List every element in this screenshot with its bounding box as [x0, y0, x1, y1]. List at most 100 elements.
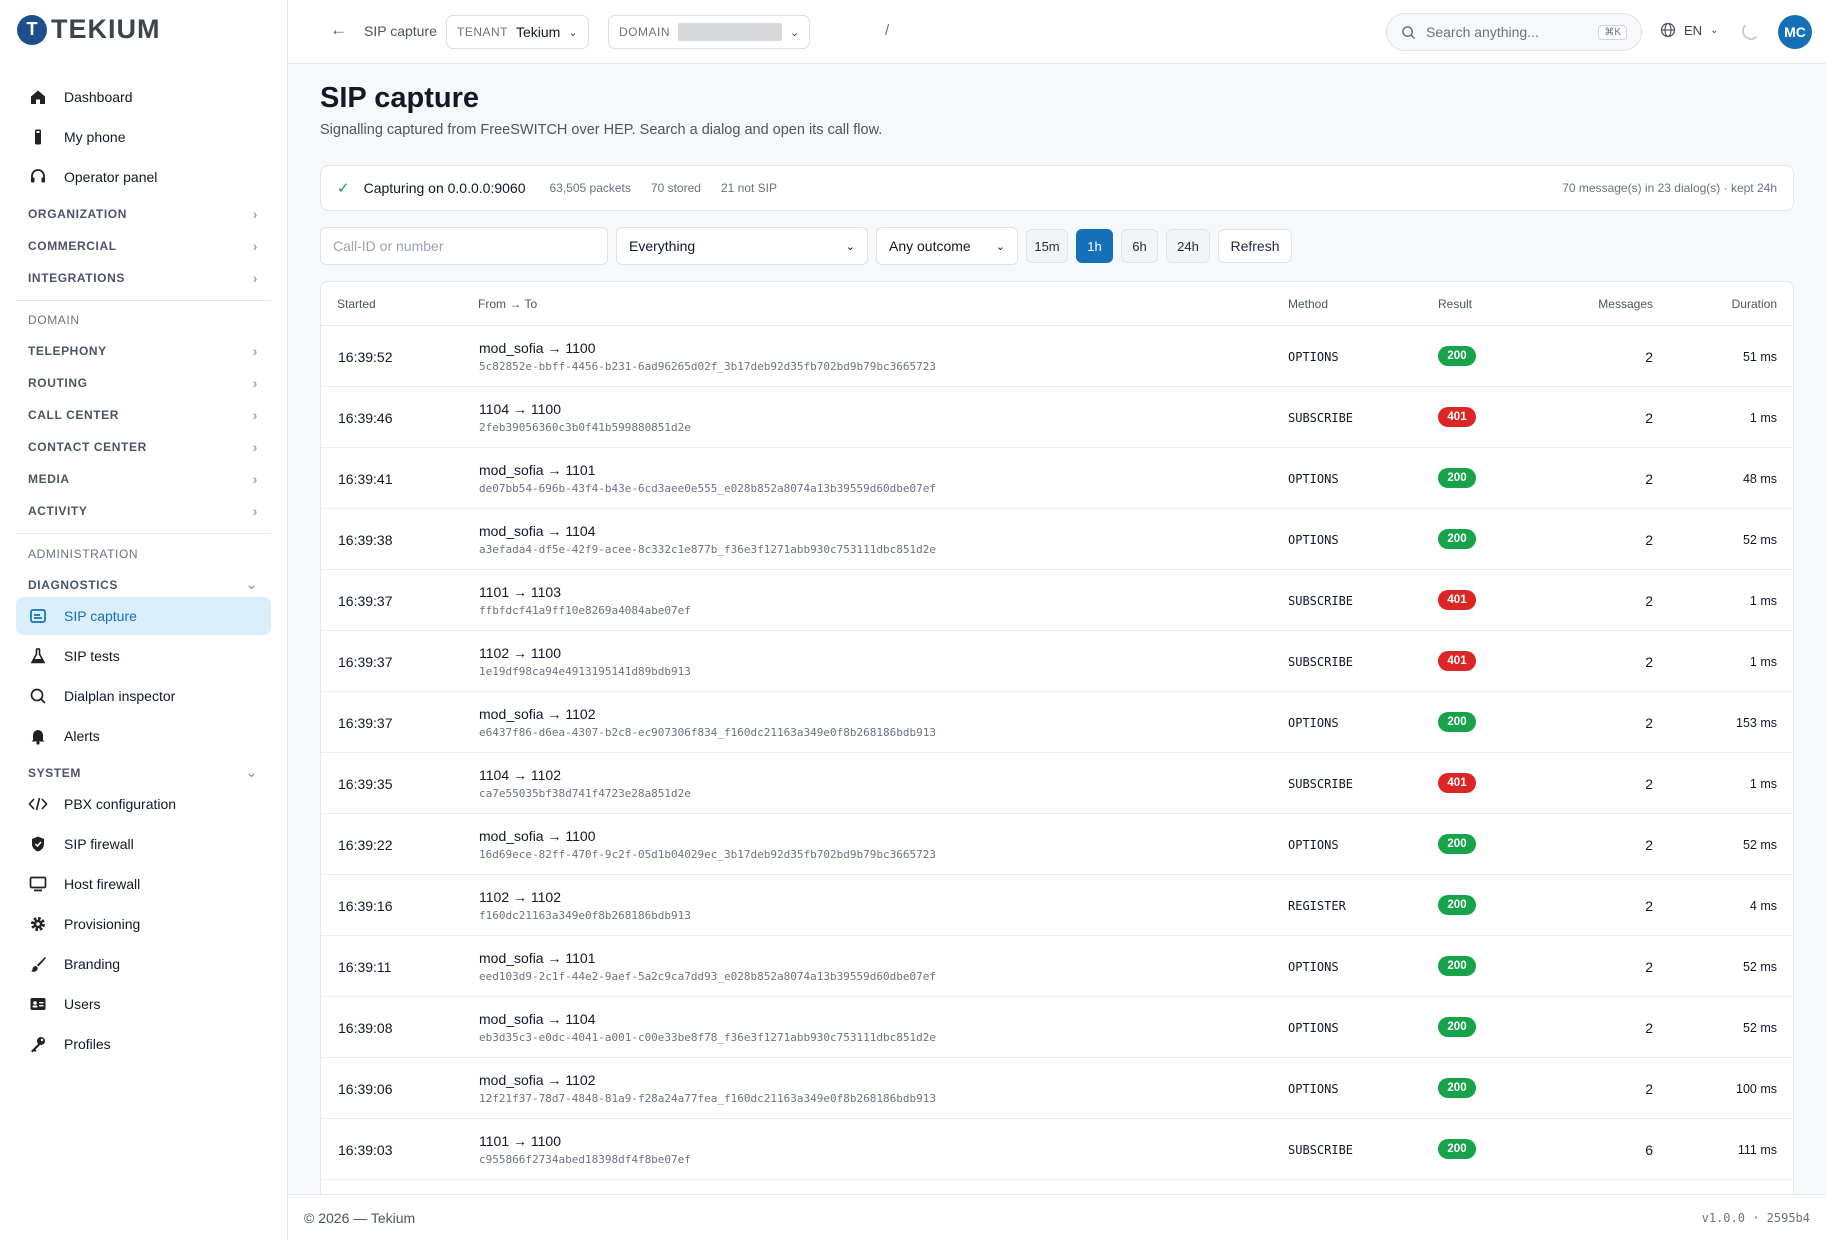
brand-logo[interactable]: T TEKIUM — [17, 14, 161, 45]
sidebar-item-dialplan-inspector[interactable]: Dialplan inspector — [16, 677, 271, 715]
table-row[interactable]: 16:39:35 1104 → 1102 ca7e55035bf38d741f472… — [321, 753, 1793, 814]
sidebar-section-routing[interactable]: ROUTING › — [28, 375, 258, 391]
row-duration: 4 ms — [1749, 899, 1777, 913]
sidebar-section-integrations[interactable]: INTEGRATIONS › — [28, 270, 258, 286]
col-from-to[interactable]: From → To — [478, 297, 538, 311]
capture-summary: 70 message(s) in 23 dialog(s) · kept 24h — [1562, 181, 1777, 195]
row-messages: 2 — [1645, 593, 1653, 609]
range-1h-button[interactable]: 1h — [1076, 229, 1113, 263]
status-badge: 200 — [1438, 1017, 1476, 1037]
sidebar-item-label: Host firewall — [64, 876, 141, 892]
loading-spinner-icon — [1742, 22, 1760, 40]
table-row[interactable]: 16:39:46 1104 → 1100 2feb39056360c3b0f41b5… — [321, 387, 1793, 448]
sidebar-item-sip-firewall[interactable]: SIP firewall — [16, 825, 271, 863]
table-row[interactable]: 16:39:41 mod_sofia → 1101 de07bb54-696b-43… — [321, 448, 1793, 509]
sidebar-item-label: Dialplan inspector — [64, 688, 176, 704]
breadcrumb[interactable]: SIP capture — [364, 23, 437, 39]
table-row[interactable]: 16:39:06 mod_sofia → 1102 12f21f37-78d7-48… — [321, 1058, 1793, 1119]
row-started: 16:39:37 — [338, 593, 393, 609]
shield-icon — [28, 835, 48, 853]
sidebar-section-contact-center[interactable]: CONTACT CENTER › — [28, 439, 258, 455]
table-row[interactable]: 16:39:38 mod_sofia → 1104 a3efada4-df5e-42… — [321, 509, 1793, 570]
sidebar-section-system[interactable]: SYSTEM ⌄ — [28, 764, 258, 781]
sidebar-item-operator-panel[interactable]: Operator panel — [16, 158, 271, 196]
sidebar-item-users[interactable]: Users — [16, 985, 271, 1023]
row-started: 16:39:37 — [338, 715, 393, 731]
outcome-select[interactable]: Any outcome ⌄ — [876, 227, 1018, 265]
table-row[interactable]: 16:39:22 mod_sofia → 1100 16d69ece-82ff-47… — [321, 814, 1793, 875]
table-row[interactable]: 16:39:37 1101 → 1103 ffbfdcf41a9ff10e8269a… — [321, 570, 1793, 631]
range-6h-button[interactable]: 6h — [1121, 229, 1158, 263]
table-row[interactable]: 16:39:52 mod_sofia → 1100 5c82852e-bbff-44… — [321, 326, 1793, 387]
sidebar-item-label: SIP tests — [64, 648, 120, 664]
back-arrow-icon[interactable]: ← — [330, 20, 347, 39]
sidebar-item-sip-capture[interactable]: SIP capture — [16, 597, 271, 635]
sidebar-section-activity[interactable]: ACTIVITY › — [28, 503, 258, 519]
domain-selector[interactable]: DOMAIN ⌄ — [608, 15, 811, 49]
sidebar-item-branding[interactable]: Branding — [16, 945, 271, 983]
global-search[interactable]: Search anything... ⌘K — [1386, 13, 1642, 51]
col-messages[interactable]: Messages — [1598, 297, 1653, 311]
section-label: INTEGRATIONS — [28, 271, 125, 285]
range-24h-button[interactable]: 24h — [1166, 229, 1210, 263]
sidebar-section-media[interactable]: MEDIA › — [28, 471, 258, 487]
row-method: SUBSCRIBE — [1288, 594, 1354, 608]
sidebar-section-organization[interactable]: ORGANIZATION › — [28, 206, 258, 222]
table-row[interactable]: 16:39:08 mod_sofia → 1104 eb3d35c3-e0dc-40… — [321, 997, 1793, 1058]
search-icon — [1402, 25, 1416, 39]
col-started[interactable]: Started — [337, 297, 376, 311]
col-method[interactable]: Method — [1288, 297, 1329, 311]
section-label: DIAGNOSTICS — [28, 577, 118, 592]
chevron-down-icon: ⌄ — [245, 764, 258, 780]
chevron-right-icon: › — [252, 375, 258, 391]
group-label-administration: ADMINISTRATION — [28, 547, 139, 561]
sidebar-item-host-firewall[interactable]: Host firewall — [16, 865, 271, 903]
row-messages: 2 — [1645, 349, 1653, 365]
sidebar-section-call-center[interactable]: CALL CENTER › — [28, 407, 258, 423]
callid-search-input[interactable] — [320, 227, 608, 265]
section-label: CONTACT CENTER — [28, 440, 147, 454]
table-row[interactable]: 16:39:37 mod_sofia → 1102 e6437f86-d6ea-43… — [321, 692, 1793, 753]
avatar[interactable]: MC — [1778, 15, 1812, 49]
chevron-down-icon: ⌄ — [790, 26, 800, 39]
sidebar-item-label: Alerts — [64, 728, 100, 744]
sidebar-item-pbx-configuration[interactable]: PBX configuration — [16, 785, 271, 823]
sidebar-item-profiles[interactable]: Profiles — [16, 1025, 271, 1063]
table-row[interactable]: 16:39:37 1102 → 1100 1e19df98ca94e49131951… — [321, 631, 1793, 692]
sidebar-section-diagnostics[interactable]: DIAGNOSTICS ⌄ — [28, 576, 258, 593]
dialog-table: Started From → To Method Result Messages… — [320, 281, 1794, 1194]
capture-icon — [28, 607, 48, 625]
section-label: COMMERCIAL — [28, 239, 117, 253]
col-result[interactable]: Result — [1438, 297, 1473, 311]
not-sip-count: 21 not SIP — [720, 181, 777, 195]
col-duration[interactable]: Duration — [1731, 297, 1777, 311]
chevron-down-icon: ⌄ — [245, 576, 258, 592]
domain-redacted-value — [678, 23, 782, 41]
row-method: SUBSCRIBE — [1288, 1143, 1354, 1157]
sidebar-item-label: Dashboard — [64, 89, 133, 105]
table-row[interactable]: 16:39:11 mod_sofia → 1101 eed103d9-2c1f-44… — [321, 936, 1793, 997]
row-started: 16:39:22 — [338, 837, 393, 853]
sidebar-section-telephony[interactable]: TELEPHONY › — [28, 343, 258, 359]
type-select[interactable]: Everything ⌄ — [616, 227, 868, 265]
top-bar: ← SIP capture TENANT Tekium ⌄ / DOMAIN ⌄… — [288, 0, 1826, 64]
sidebar-item-sip-tests[interactable]: SIP tests — [16, 637, 271, 675]
refresh-button[interactable]: Refresh — [1218, 229, 1292, 263]
sidebar-item-dashboard[interactable]: Dashboard — [16, 78, 271, 116]
sidebar-section-commercial[interactable]: COMMERCIAL › — [28, 238, 258, 254]
tenant-selector[interactable]: TENANT Tekium ⌄ — [446, 15, 589, 49]
row-messages: 2 — [1645, 1081, 1653, 1097]
sidebar-item-alerts[interactable]: Alerts — [16, 717, 271, 755]
table-row[interactable]: mod_sofia → 1100 — [321, 1180, 1793, 1194]
language-selector[interactable]: EN ⌄ — [1660, 22, 1718, 38]
table-row[interactable]: 16:39:03 1101 → 1100 c955866f2734abed18398… — [321, 1119, 1793, 1180]
status-badge: 401 — [1438, 407, 1476, 427]
table-row[interactable]: 16:39:16 1102 → 1102 f160dc21163a349e0f8b2… — [321, 875, 1793, 936]
tenant-value: Tekium — [516, 24, 561, 40]
phone-icon — [28, 128, 48, 146]
range-15m-button[interactable]: 15m — [1026, 229, 1068, 263]
sidebar-item-provisioning[interactable]: Provisioning — [16, 905, 271, 943]
home-icon — [28, 88, 48, 106]
sidebar-item-my-phone[interactable]: My phone — [16, 118, 271, 156]
row-call-id: eb3d35c3-e0dc-4041-a001-c00e33be8f78_f36… — [479, 1031, 936, 1044]
